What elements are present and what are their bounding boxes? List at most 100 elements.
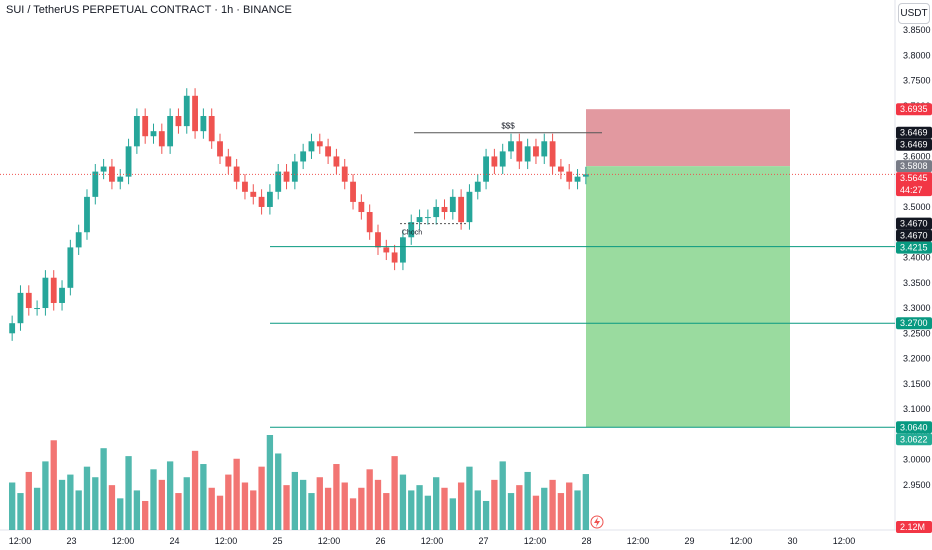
price-tag <box>896 241 932 254</box>
candle-body <box>100 166 107 172</box>
x-tick-label: 12:00 <box>421 536 444 546</box>
volume-bar <box>216 495 224 530</box>
candle-body <box>508 141 514 152</box>
chart-title: SUI / TetherUS PERPETUAL CONTRACT · 1h ·… <box>6 4 292 16</box>
volume-bar <box>391 456 398 530</box>
volume-bar <box>175 493 182 530</box>
volume-bar <box>8 482 16 530</box>
candle-body <box>358 201 365 213</box>
candle-body <box>516 141 523 162</box>
volume-bar <box>449 498 456 530</box>
volume-bar <box>233 458 240 530</box>
volume-bar <box>17 493 24 530</box>
candle-body <box>167 116 174 147</box>
candle-body <box>549 141 556 167</box>
candle-body <box>192 95 198 132</box>
currency-button[interactable]: USDT <box>898 3 930 24</box>
volume-bar <box>241 482 249 530</box>
y-tick-label: 3.3500 <box>903 278 931 288</box>
candle-body <box>250 191 257 197</box>
volume-bar <box>208 487 215 530</box>
candle-body <box>258 196 265 207</box>
y-tick-label: 3.6000 <box>903 151 931 161</box>
candle-body <box>366 212 373 233</box>
candle-body <box>350 181 356 202</box>
candle-body <box>383 247 390 253</box>
candle-body <box>333 156 340 167</box>
volume-bar <box>108 485 116 530</box>
y-tick-label: 3.2000 <box>903 354 931 364</box>
candle-body <box>17 292 24 324</box>
liquidity-label: $$$ <box>501 122 515 131</box>
candle-body <box>400 237 406 263</box>
candle-body <box>275 171 282 192</box>
volume-bar <box>491 479 498 530</box>
candle-body <box>291 161 298 182</box>
volume-bar <box>183 477 190 530</box>
candle-body <box>142 116 149 137</box>
price-tag-label: 3.2700 <box>900 318 928 328</box>
volume-bar <box>191 450 199 530</box>
x-tick-label: 25 <box>272 536 282 546</box>
volume-bar <box>582 474 590 530</box>
candle-body <box>225 156 232 167</box>
volume-bar <box>358 487 365 530</box>
candle-body <box>67 247 74 288</box>
candle-body <box>458 196 465 223</box>
volume-bar <box>100 448 107 530</box>
price-tag <box>896 103 932 116</box>
candle-body <box>92 171 99 197</box>
stop-loss-zone <box>586 109 790 167</box>
x-tick-label: 29 <box>684 536 694 546</box>
candle-body <box>308 141 315 152</box>
candle-body <box>84 196 90 233</box>
volume-bar <box>349 498 357 530</box>
volume-bar <box>117 498 124 530</box>
x-tick-label: 23 <box>66 536 76 546</box>
y-tick-label: 3.1000 <box>903 404 931 414</box>
volume-bar <box>557 493 565 530</box>
volume-bar <box>291 471 299 530</box>
volume-bar <box>433 477 440 530</box>
y-tick-label: 3.5000 <box>903 202 931 212</box>
volume-bar <box>499 461 506 530</box>
volume-bar <box>474 490 481 530</box>
price-tag-label: 3.6469 <box>900 140 928 150</box>
x-tick-label: 12:00 <box>112 536 135 546</box>
volume-bar <box>275 453 282 530</box>
x-tick-label: 12:00 <box>833 536 856 546</box>
candle-body <box>183 95 190 127</box>
y-tick-label: 3.4000 <box>903 253 931 263</box>
volume-bar <box>566 482 573 530</box>
candle-body <box>200 116 207 132</box>
price-tag-label: 3.5645 <box>900 173 928 183</box>
volume-bar <box>142 500 149 530</box>
volume-bar <box>374 479 382 530</box>
price-tag <box>896 160 932 173</box>
volume-bar <box>408 490 415 530</box>
volume-bar <box>25 471 32 530</box>
lightning-glyph <box>594 517 600 527</box>
x-tick-label: 28 <box>581 536 591 546</box>
volume-bar <box>50 440 57 530</box>
volume-bar <box>424 495 432 530</box>
y-tick-label: 3.2500 <box>903 328 931 338</box>
volume-bar <box>441 487 448 530</box>
candle-body <box>375 232 381 248</box>
price-tag <box>896 229 932 242</box>
volume-bar <box>466 466 473 530</box>
candle-body <box>150 131 157 137</box>
volume-bar <box>524 471 531 530</box>
volume-bar <box>416 485 423 530</box>
candle-body <box>424 217 431 219</box>
volume-bar <box>158 479 165 530</box>
price-tag-label: 3.6469 <box>900 128 928 138</box>
candle-body <box>117 176 124 182</box>
x-tick-label: 24 <box>169 536 179 546</box>
volume-bar <box>33 487 41 530</box>
volume-bar <box>308 493 315 530</box>
candle-body <box>75 232 82 248</box>
y-tick-label: 3.3000 <box>903 303 931 313</box>
x-tick-label: 27 <box>478 536 488 546</box>
